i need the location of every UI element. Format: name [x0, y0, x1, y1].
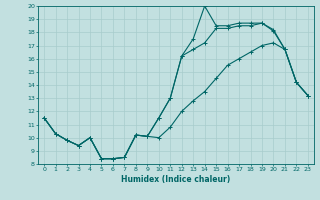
- X-axis label: Humidex (Indice chaleur): Humidex (Indice chaleur): [121, 175, 231, 184]
